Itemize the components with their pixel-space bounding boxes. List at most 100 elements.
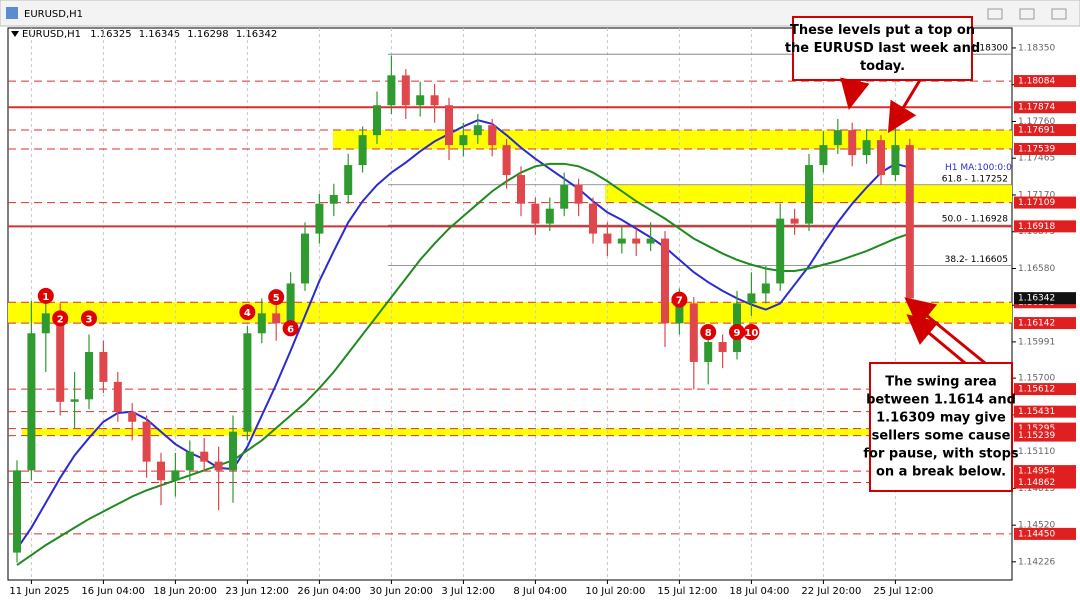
swing-marker-label: 7	[676, 296, 683, 307]
candle-body	[877, 140, 885, 176]
level-label: 1.15612	[1018, 385, 1055, 395]
candle-body	[502, 145, 511, 176]
level-label: 1.14862	[1018, 478, 1055, 488]
candle-body	[560, 185, 569, 209]
candle-body	[574, 185, 583, 204]
candle-body	[128, 411, 137, 422]
annotation-text: The swing area	[885, 375, 997, 390]
candle-body	[344, 165, 353, 195]
y-tick-label: 1.18350	[1018, 43, 1055, 53]
level-label: 1.14450	[1018, 529, 1055, 539]
zone	[333, 130, 1012, 149]
swing-marker-label: 4	[244, 308, 251, 319]
swing-marker-label: 9	[734, 328, 741, 339]
level-label-box	[1014, 220, 1076, 233]
candle-body	[848, 130, 857, 156]
candle-body	[430, 95, 439, 106]
level-label-box	[1014, 75, 1076, 88]
annotation-arrow	[840, 77, 870, 110]
window-title: EURUSD,H1	[24, 9, 83, 20]
x-tick-label: 30 Jun 20:00	[369, 586, 433, 597]
candle-body	[617, 238, 626, 244]
annotation-box	[792, 16, 973, 81]
price-axis	[1013, 28, 1080, 602]
y-tick-label: 1.14520	[1018, 521, 1055, 531]
candle-body	[99, 351, 108, 382]
swing-marker	[671, 291, 688, 308]
candle-body	[157, 461, 165, 481]
annotation-arrow	[906, 314, 966, 365]
level-label: 1.15431	[1018, 407, 1055, 417]
window-controls[interactable]	[987, 8, 1067, 20]
current-price-box	[1014, 292, 1076, 305]
y-tick-label: 1.15991	[1018, 337, 1055, 347]
candle-body	[905, 145, 914, 299]
swing-marker	[268, 289, 285, 306]
swing-marker	[700, 324, 717, 341]
candle-body	[675, 303, 684, 324]
y-tick-label: 1.15700	[1018, 374, 1055, 384]
close-button[interactable]	[1051, 8, 1067, 20]
candle-body	[171, 470, 180, 481]
level-label: 1.16918	[1018, 222, 1055, 232]
minimize-button[interactable]	[987, 8, 1003, 20]
swing-marker	[52, 310, 69, 327]
y-tick-label: 1.17760	[1018, 117, 1055, 127]
candle-body	[41, 313, 50, 334]
swing-marker	[37, 287, 54, 304]
annotation-box	[869, 362, 1013, 492]
zone	[8, 302, 1012, 324]
candle-body	[214, 461, 223, 471]
candle-body	[142, 421, 151, 462]
candle-body	[790, 218, 799, 224]
annotation: The swing area between 1.1614 and 1.16309 …	[863, 297, 1019, 492]
x-tick-label: 26 Jun 04:00	[297, 586, 361, 597]
level-label-box	[1014, 196, 1076, 209]
x-tick-label: 15 Jul 12:00	[657, 586, 717, 597]
level-label: 1.17691	[1018, 126, 1055, 136]
swing-marker-label: 1	[42, 292, 49, 303]
candle-body	[603, 233, 612, 244]
y-tick-label: 1.15110	[1018, 447, 1055, 457]
y-tick-label: 1.17170	[1018, 190, 1055, 200]
x-tick-label: 3 Jul 12:00	[441, 586, 495, 597]
candle-body	[517, 175, 525, 204]
candle-body	[243, 333, 252, 432]
annotation-text: 1.16309 may give	[876, 411, 1006, 426]
fib-label: 61.8 - 1.17252	[942, 174, 1008, 184]
quote-close: 1.16342	[236, 29, 277, 40]
x-tick-label: 25 Jul 12:00	[873, 586, 933, 597]
maximize-button[interactable]	[1019, 8, 1035, 20]
swing-marker-label: 10	[744, 328, 758, 339]
candle-body	[531, 203, 540, 224]
fib-label: 50.0 - 1.16928	[942, 215, 1008, 225]
level-label: 1.18084	[1018, 77, 1055, 87]
candle-body	[373, 105, 381, 136]
candle-body	[445, 105, 453, 146]
chart-header: EURUSD,H1 1.16325 1.16345 1.16298 1.1634…	[22, 29, 277, 40]
level-label: 1.17109	[1018, 198, 1055, 208]
swing-marker	[729, 324, 745, 341]
candle-body	[56, 313, 65, 402]
quote-low: 1.16298	[187, 29, 228, 40]
annotation-text: today.	[860, 59, 905, 74]
candle-body	[747, 293, 756, 304]
annotation: These levels put a top on the EURUSD last…	[785, 16, 980, 134]
level-label-box	[1014, 476, 1076, 489]
y-tick-label: 1.16580	[1018, 264, 1055, 274]
x-tick-label: 18 Jun 20:00	[153, 586, 217, 597]
candle-body	[761, 283, 770, 294]
candle-body	[459, 135, 468, 146]
y-tick-label: 1.17465	[1018, 154, 1055, 164]
swing-marker-label: 3	[86, 314, 93, 325]
candle-body	[301, 233, 309, 284]
swing-marker	[282, 320, 299, 337]
x-tick-label: 8 Jul 04:00	[513, 586, 567, 597]
candle-body	[776, 218, 785, 284]
candle-body	[27, 333, 36, 471]
zone	[22, 428, 1012, 436]
candle-body	[416, 95, 425, 106]
x-tick-label: 11 Jun 2025	[9, 586, 69, 597]
